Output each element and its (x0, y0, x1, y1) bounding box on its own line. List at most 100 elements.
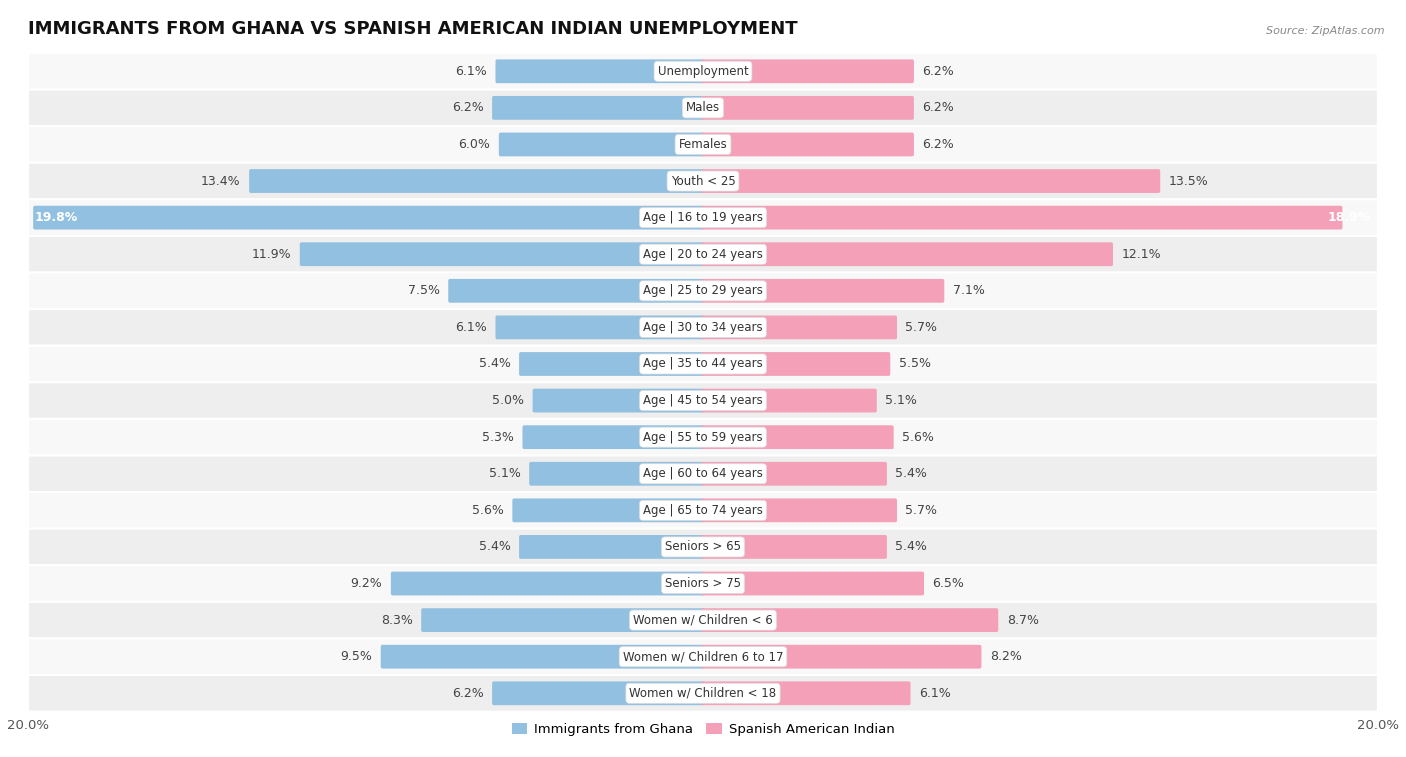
FancyBboxPatch shape (702, 572, 924, 596)
FancyBboxPatch shape (495, 59, 704, 83)
Text: 5.6%: 5.6% (903, 431, 934, 444)
Text: Age | 30 to 34 years: Age | 30 to 34 years (643, 321, 763, 334)
Text: 5.5%: 5.5% (898, 357, 931, 370)
Text: 18.9%: 18.9% (1327, 211, 1371, 224)
FancyBboxPatch shape (519, 535, 704, 559)
Text: 6.2%: 6.2% (922, 101, 955, 114)
Text: Age | 35 to 44 years: Age | 35 to 44 years (643, 357, 763, 370)
Text: 5.0%: 5.0% (492, 394, 524, 407)
FancyBboxPatch shape (702, 132, 914, 157)
Text: 7.5%: 7.5% (408, 285, 440, 298)
FancyBboxPatch shape (702, 206, 1343, 229)
Text: 6.2%: 6.2% (922, 65, 955, 78)
Text: 9.5%: 9.5% (340, 650, 373, 663)
Text: Source: ZipAtlas.com: Source: ZipAtlas.com (1267, 26, 1385, 36)
Text: 8.7%: 8.7% (1007, 614, 1039, 627)
Text: 5.4%: 5.4% (896, 540, 927, 553)
Text: Seniors > 65: Seniors > 65 (665, 540, 741, 553)
Text: 8.3%: 8.3% (381, 614, 413, 627)
Text: 11.9%: 11.9% (252, 248, 291, 260)
FancyBboxPatch shape (391, 572, 704, 596)
FancyBboxPatch shape (702, 169, 1160, 193)
Text: 5.6%: 5.6% (472, 504, 503, 517)
FancyBboxPatch shape (449, 279, 704, 303)
FancyBboxPatch shape (519, 352, 704, 376)
Text: 5.1%: 5.1% (886, 394, 917, 407)
FancyBboxPatch shape (28, 273, 1378, 309)
Text: 6.0%: 6.0% (458, 138, 491, 151)
Text: 6.2%: 6.2% (451, 101, 484, 114)
Text: 5.4%: 5.4% (896, 467, 927, 480)
Text: 12.1%: 12.1% (1122, 248, 1161, 260)
Text: 6.5%: 6.5% (932, 577, 965, 590)
FancyBboxPatch shape (499, 132, 704, 157)
FancyBboxPatch shape (28, 419, 1378, 456)
FancyBboxPatch shape (702, 498, 897, 522)
Text: Females: Females (679, 138, 727, 151)
FancyBboxPatch shape (702, 462, 887, 486)
Text: Age | 16 to 19 years: Age | 16 to 19 years (643, 211, 763, 224)
FancyBboxPatch shape (28, 382, 1378, 419)
FancyBboxPatch shape (495, 316, 704, 339)
FancyBboxPatch shape (492, 681, 704, 706)
FancyBboxPatch shape (28, 528, 1378, 565)
FancyBboxPatch shape (28, 236, 1378, 273)
FancyBboxPatch shape (702, 352, 890, 376)
Text: 19.8%: 19.8% (35, 211, 79, 224)
Text: Age | 65 to 74 years: Age | 65 to 74 years (643, 504, 763, 517)
Text: 5.3%: 5.3% (482, 431, 515, 444)
FancyBboxPatch shape (28, 638, 1378, 675)
FancyBboxPatch shape (702, 59, 914, 83)
Text: 5.1%: 5.1% (489, 467, 520, 480)
FancyBboxPatch shape (28, 675, 1378, 712)
FancyBboxPatch shape (422, 608, 704, 632)
FancyBboxPatch shape (702, 96, 914, 120)
Text: 6.2%: 6.2% (922, 138, 955, 151)
Text: Women w/ Children 6 to 17: Women w/ Children 6 to 17 (623, 650, 783, 663)
Text: Women w/ Children < 6: Women w/ Children < 6 (633, 614, 773, 627)
FancyBboxPatch shape (34, 206, 704, 229)
Text: 13.5%: 13.5% (1168, 175, 1208, 188)
FancyBboxPatch shape (28, 602, 1378, 638)
FancyBboxPatch shape (28, 492, 1378, 528)
FancyBboxPatch shape (28, 126, 1378, 163)
Text: 8.2%: 8.2% (990, 650, 1022, 663)
FancyBboxPatch shape (702, 316, 897, 339)
FancyBboxPatch shape (702, 608, 998, 632)
FancyBboxPatch shape (702, 388, 877, 413)
Text: Age | 20 to 24 years: Age | 20 to 24 years (643, 248, 763, 260)
FancyBboxPatch shape (28, 346, 1378, 382)
Text: Age | 25 to 29 years: Age | 25 to 29 years (643, 285, 763, 298)
FancyBboxPatch shape (702, 242, 1114, 266)
FancyBboxPatch shape (28, 309, 1378, 346)
Text: 6.2%: 6.2% (451, 687, 484, 699)
FancyBboxPatch shape (702, 425, 894, 449)
FancyBboxPatch shape (702, 681, 911, 706)
FancyBboxPatch shape (523, 425, 704, 449)
FancyBboxPatch shape (702, 279, 945, 303)
Text: Women w/ Children < 18: Women w/ Children < 18 (630, 687, 776, 699)
Text: Males: Males (686, 101, 720, 114)
Text: Unemployment: Unemployment (658, 65, 748, 78)
Text: 6.1%: 6.1% (456, 321, 486, 334)
Text: 5.4%: 5.4% (479, 357, 510, 370)
FancyBboxPatch shape (492, 96, 704, 120)
FancyBboxPatch shape (28, 163, 1378, 199)
Text: 6.1%: 6.1% (920, 687, 950, 699)
FancyBboxPatch shape (28, 199, 1378, 236)
Text: 5.4%: 5.4% (479, 540, 510, 553)
FancyBboxPatch shape (381, 645, 704, 668)
Text: 5.7%: 5.7% (905, 504, 938, 517)
Text: Age | 45 to 54 years: Age | 45 to 54 years (643, 394, 763, 407)
Text: 9.2%: 9.2% (350, 577, 382, 590)
Text: Youth < 25: Youth < 25 (671, 175, 735, 188)
FancyBboxPatch shape (28, 89, 1378, 126)
FancyBboxPatch shape (249, 169, 704, 193)
FancyBboxPatch shape (28, 565, 1378, 602)
Text: Seniors > 75: Seniors > 75 (665, 577, 741, 590)
FancyBboxPatch shape (28, 53, 1378, 89)
FancyBboxPatch shape (529, 462, 704, 486)
Text: Age | 60 to 64 years: Age | 60 to 64 years (643, 467, 763, 480)
FancyBboxPatch shape (28, 456, 1378, 492)
FancyBboxPatch shape (533, 388, 704, 413)
